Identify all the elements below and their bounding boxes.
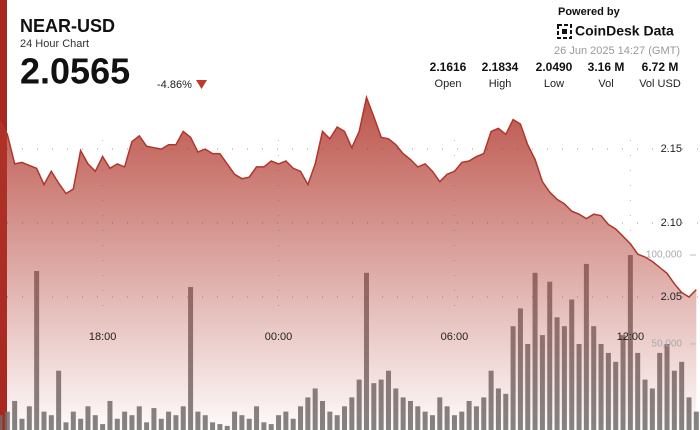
- down-arrow: [196, 80, 207, 89]
- stat-value: 2.1616: [430, 60, 467, 74]
- x-tick-label: 06:00: [441, 331, 469, 343]
- brand-logo: [557, 24, 572, 39]
- price-area: [0, 97, 697, 430]
- change: -4.86%: [157, 79, 192, 91]
- y-tick-label: 2.05: [661, 291, 682, 303]
- symbol: NEAR-USD: [20, 16, 115, 36]
- stat-label: Vol USD: [639, 78, 681, 90]
- brand: CoinDesk Data: [575, 23, 674, 39]
- stat-value: 2.1834: [482, 60, 519, 74]
- timestamp: 26 Jun 2025 14:27 (GMT): [554, 45, 680, 57]
- y2-tick-label: 50,000: [651, 339, 682, 350]
- stat-value: 6.72 M: [642, 60, 679, 74]
- stat-label: Vol: [598, 78, 613, 90]
- price-line: [0, 94, 697, 298]
- y-tick-label: 2.15: [661, 143, 682, 155]
- powered-by: Powered by: [558, 6, 621, 18]
- stat-label: High: [489, 78, 512, 90]
- price: 2.0565: [20, 51, 130, 92]
- x-tick-label: 00:00: [265, 331, 293, 343]
- subtitle: 24 Hour Chart: [20, 38, 89, 50]
- stat-value: 2.0490: [536, 60, 573, 74]
- stat-label: Open: [435, 78, 462, 90]
- volume-bar: [693, 411, 699, 430]
- x-tick-label: 18:00: [89, 331, 117, 343]
- y-tick-label: 2.10: [661, 217, 682, 229]
- y2-tick-label: 100,000: [646, 250, 683, 261]
- x-tick-label: 12:00: [617, 331, 645, 343]
- stat-value: 3.16 M: [588, 60, 625, 74]
- stat-label: Low: [544, 78, 564, 90]
